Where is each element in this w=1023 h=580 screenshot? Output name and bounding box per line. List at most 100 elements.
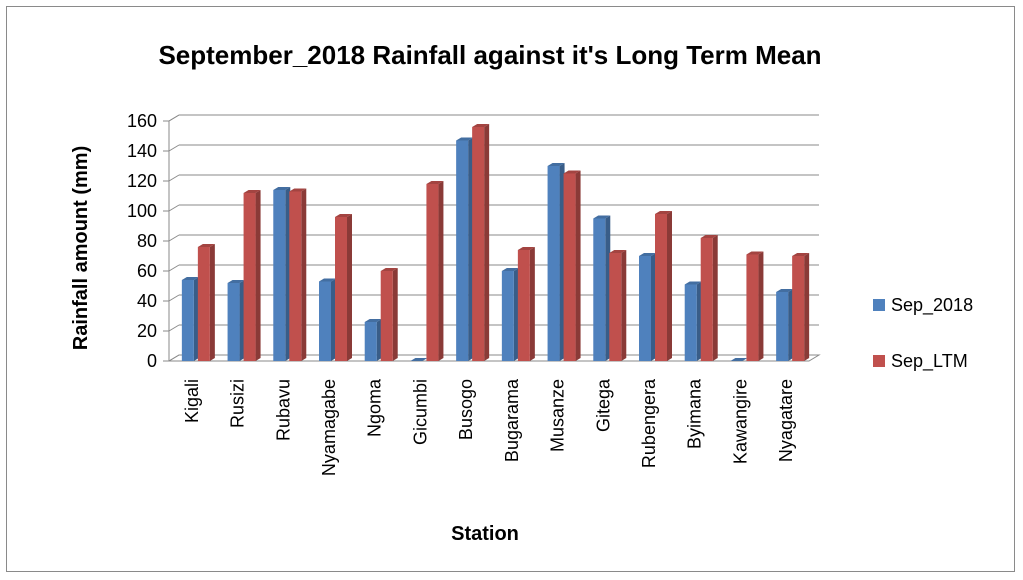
bar-sep-2018-ngoma	[364, 319, 382, 361]
bar-side	[239, 280, 245, 361]
bar-side	[696, 281, 702, 361]
gridline-diagonal	[168, 114, 180, 122]
bar-top	[501, 268, 519, 271]
y-tick-label: 60	[137, 261, 157, 281]
chart-frame: September_2018 Rainfall against it's Lon…	[6, 6, 1015, 572]
bar-top	[380, 268, 398, 271]
bar-front	[456, 140, 469, 361]
bar-side	[209, 244, 215, 361]
bar-sep-ltm-musanze	[563, 170, 581, 361]
x-tick-label: Ngoma	[365, 378, 385, 437]
bar-front	[364, 322, 377, 361]
y-axis-title: Rainfall amount (mm)	[70, 146, 92, 350]
y-tick-label: 80	[137, 231, 157, 251]
legend: Sep_2018 Sep_LTM	[873, 295, 973, 372]
bar-front	[197, 247, 210, 361]
chart-svg: September_2018 Rainfall against it's Lon…	[70, 40, 973, 545]
chart-title: September_2018 Rainfall against it's Lon…	[158, 40, 821, 70]
bar-sep-2018-gitega	[593, 215, 611, 361]
bar-side	[301, 188, 307, 361]
x-tick-label: Nyamagabe	[319, 379, 339, 476]
bar-side	[667, 211, 672, 361]
bar-top	[273, 187, 291, 190]
bar-front	[593, 218, 606, 361]
bar-side	[331, 278, 336, 361]
y-tick-label: 0	[147, 351, 157, 371]
bar-side	[712, 235, 718, 361]
x-axis-title: Station	[451, 523, 519, 545]
bars	[181, 124, 810, 361]
bar-side	[285, 187, 291, 361]
bar-top	[609, 250, 627, 253]
bar-side	[575, 170, 581, 361]
bar-top	[700, 235, 718, 238]
bar-sep-2018-byimana	[684, 281, 702, 361]
gridline-diagonal	[168, 144, 180, 152]
x-tick-label: Byimana	[685, 378, 705, 449]
bar-side	[392, 268, 398, 361]
bar-sep-2018-rusizi	[227, 280, 245, 361]
bar-side	[605, 215, 611, 361]
bar-top	[684, 281, 702, 285]
bar-sep-ltm-nyamagabe	[335, 214, 352, 361]
bar-top	[639, 253, 656, 256]
bar-front	[517, 250, 530, 361]
bar-side	[484, 124, 490, 361]
bar-front	[792, 256, 805, 361]
bar-front	[319, 281, 331, 361]
legend-label: Sep_LTM	[891, 351, 968, 372]
bar-front	[181, 280, 194, 361]
x-tick-label: Gitega	[593, 378, 613, 432]
gridline-diagonal	[168, 354, 180, 362]
bar-side	[651, 253, 656, 361]
bar-front	[746, 254, 759, 361]
bar-top	[364, 319, 382, 322]
x-tick-label: Gicumbi	[410, 379, 430, 445]
bar-front	[335, 217, 347, 361]
bar-sep-2018-gicumbi	[410, 358, 428, 361]
bar-top	[472, 124, 490, 127]
bar-side	[193, 277, 199, 361]
bar-front	[639, 256, 651, 361]
x-tick-label: Nyagatare	[776, 379, 796, 462]
bar-sep-ltm-nyagatare	[792, 253, 810, 361]
bar-top	[547, 163, 565, 166]
bar-top	[181, 277, 199, 280]
bar-side	[438, 181, 444, 361]
gridline-diagonal	[168, 204, 180, 212]
bar-top	[335, 214, 352, 217]
bar-top	[776, 289, 794, 292]
bar-top	[243, 190, 261, 193]
bar-sep-ltm-busogo	[472, 124, 490, 361]
x-tick-label: Bugarama	[502, 378, 522, 462]
bar-front	[501, 271, 514, 361]
bar-side	[347, 214, 352, 361]
legend-swatch	[873, 355, 885, 367]
bar-front	[243, 193, 256, 361]
bar-top	[426, 181, 444, 184]
bar-top	[655, 211, 672, 214]
bar-front	[273, 190, 286, 361]
bar-top	[319, 278, 336, 282]
bar-side	[255, 190, 261, 361]
y-tick-label: 140	[127, 141, 157, 161]
x-tick-label: Kawangire	[730, 379, 750, 464]
bar-side	[513, 268, 519, 361]
bar-sep-ltm-bugarama	[517, 247, 535, 361]
gridline-diagonal	[168, 174, 180, 182]
bar-sep-ltm-kawangire	[746, 251, 764, 361]
bar-sep-ltm-rubavu	[289, 188, 307, 361]
bar-sep-ltm-byimana	[700, 235, 718, 361]
bar-sep-2018-kigali	[181, 277, 199, 361]
legend-swatch	[873, 299, 885, 311]
bar-sep-ltm-rubengera	[655, 211, 672, 361]
bar-side	[621, 250, 627, 361]
bar-sep-ltm-gitega	[609, 250, 627, 361]
bar-front	[547, 166, 560, 361]
bar-sep-2018-nyagatare	[776, 289, 794, 361]
bar-front	[700, 238, 713, 361]
bar-sep-ltm-gicumbi	[426, 181, 444, 361]
bar-front	[563, 173, 576, 361]
bar-side	[468, 137, 474, 361]
bar-sep-2018-rubavu	[273, 187, 291, 361]
